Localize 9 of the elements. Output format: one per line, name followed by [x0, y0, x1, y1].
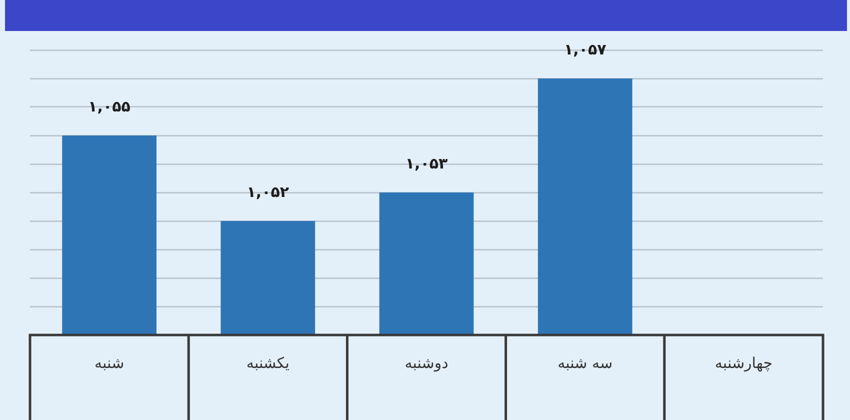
data-label: ۱,۰۵۵ [88, 97, 130, 116]
data-label: ۱,۰۵۳ [405, 154, 448, 172]
x-tick-label: چهارشنبه [714, 354, 773, 372]
x-tick-label: دوشنبه [404, 354, 448, 372]
data-label: ۱,۰۵۷ [564, 40, 606, 58]
x-tick-label: سه شنبه [558, 354, 613, 372]
x-tick-label: یکشنبه [246, 354, 290, 372]
data-label: ۱,۰۵۲ [246, 182, 290, 201]
x-tick-label: شنبه [94, 354, 124, 372]
